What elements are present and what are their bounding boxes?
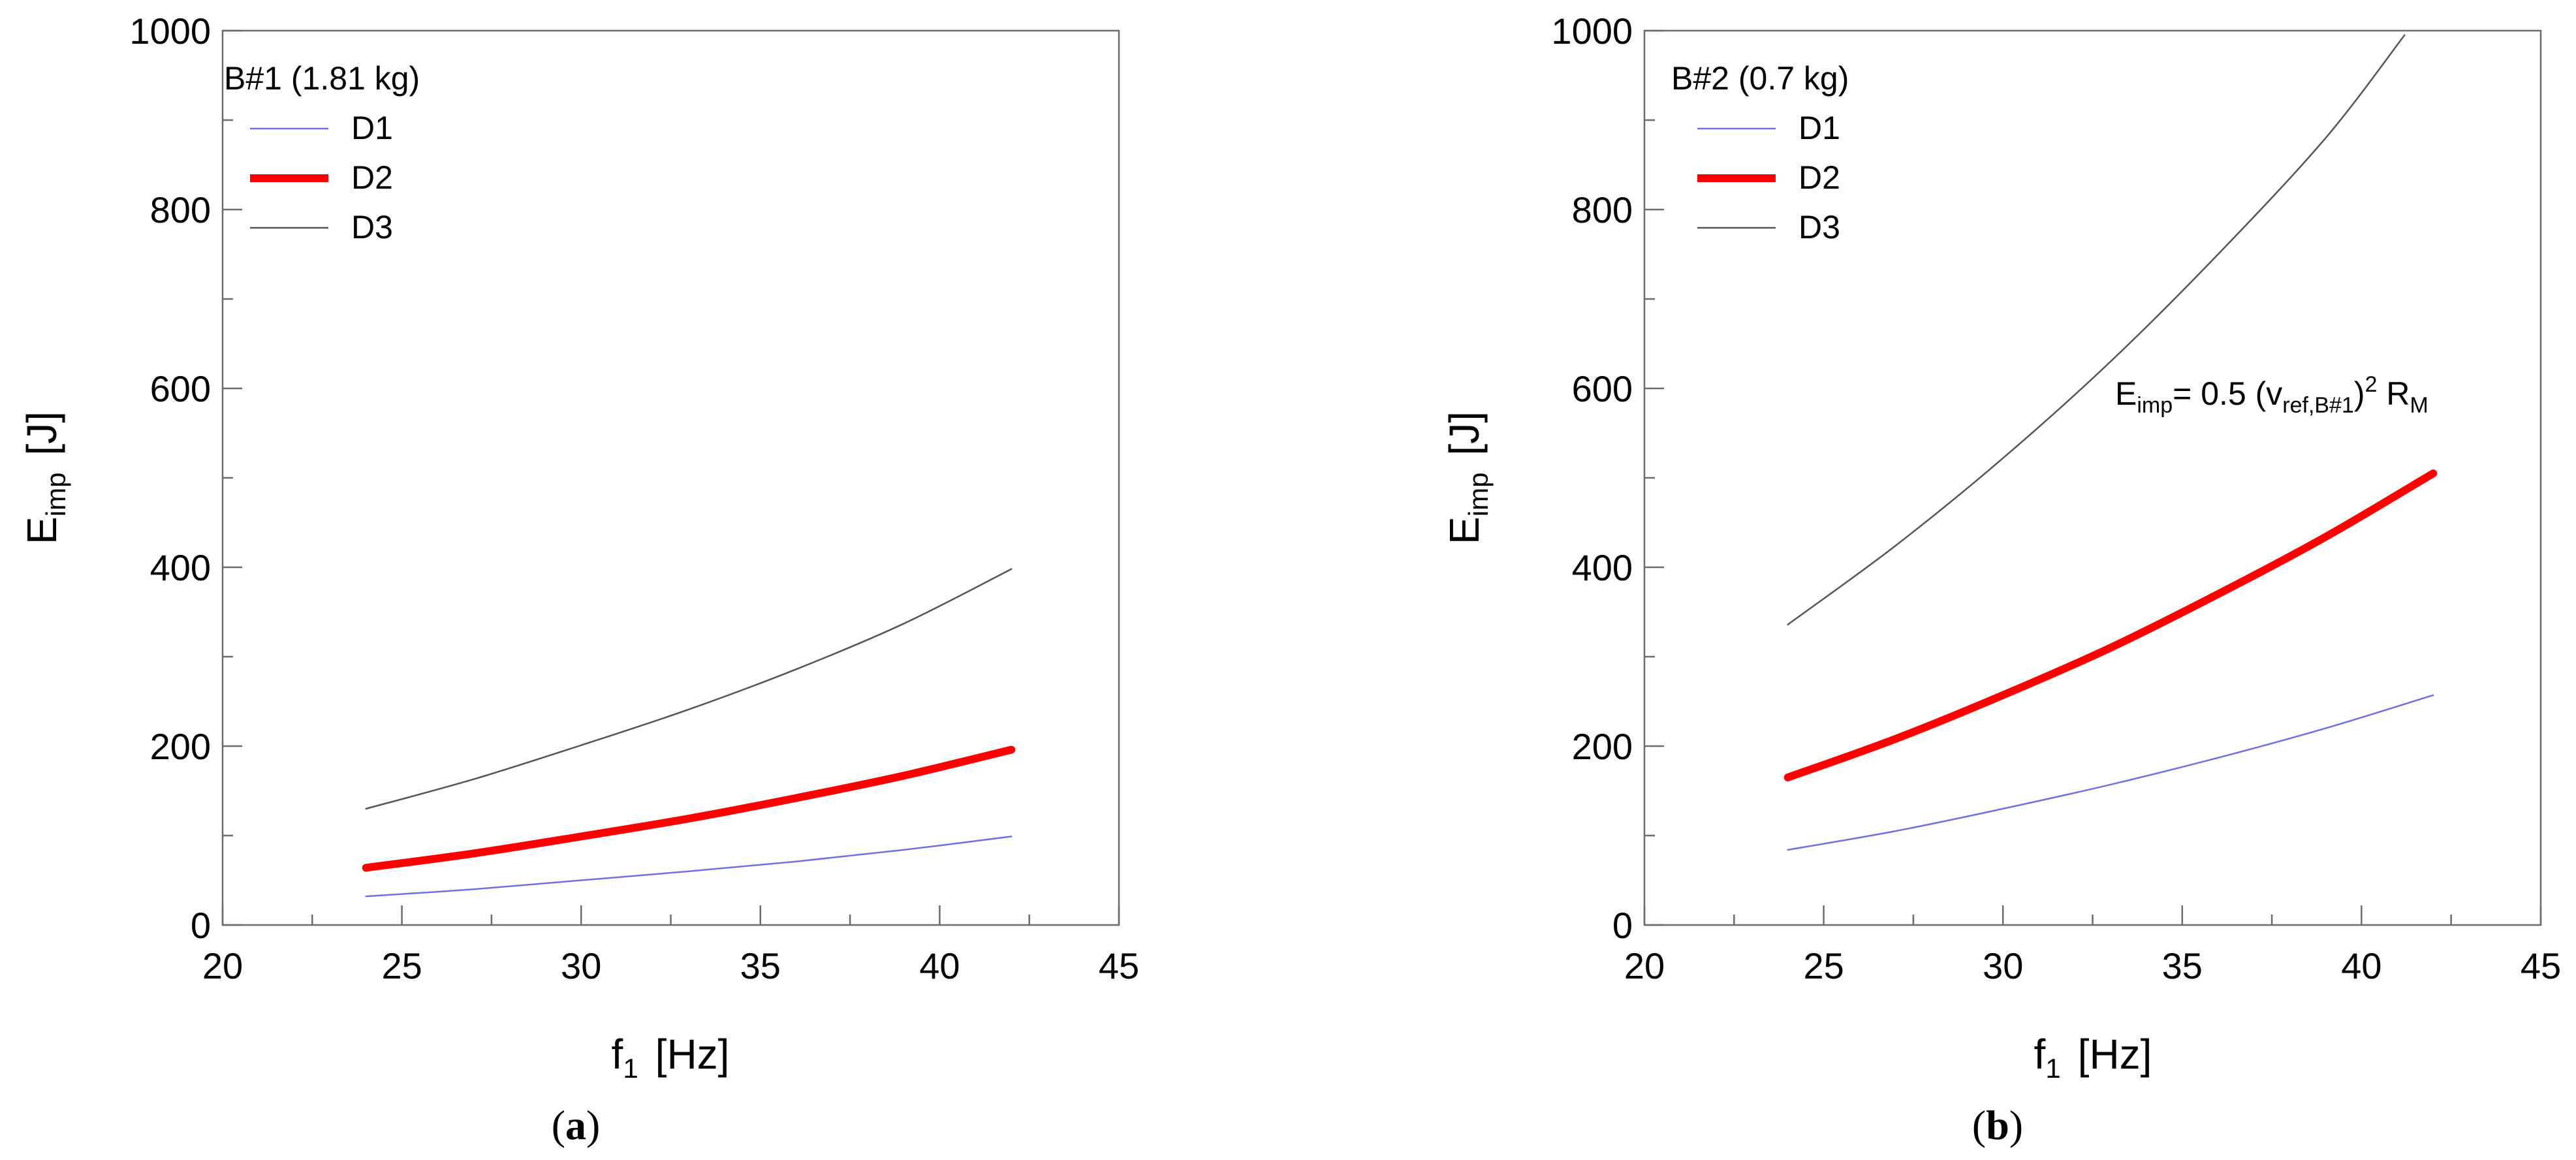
series-line-d1	[1787, 694, 2434, 851]
x-tick-label: 30	[561, 945, 601, 986]
series-line-d3	[1787, 34, 2406, 625]
ticks-a: 20 25 30 35 40 45 0 200 400 600 800 1000	[129, 10, 1139, 986]
y-tick-label: 0	[191, 905, 211, 946]
x-tick-label: 30	[1983, 945, 2023, 986]
panel-a: 20 25 30 35 40 45 0 200 400 600 800 1000 B#1 (1.81 …	[18, 10, 1139, 1148]
legend-b: B#2 (0.7 kg) D1 D2 D3	[1671, 60, 1849, 245]
y-tick-label: 400	[1572, 547, 1633, 588]
y-axis-label-a: Eimp[J]	[18, 411, 71, 544]
series-group-b	[1783, 34, 2438, 851]
y-tick-label: 400	[150, 547, 211, 588]
x-axis-label-a: f1 [Hz]	[612, 1031, 730, 1084]
y-tick-label: 800	[1572, 189, 1633, 230]
caption-a: (a)	[552, 1102, 601, 1148]
x-tick-label: 40	[2341, 945, 2381, 986]
series-line-d2	[1783, 469, 2438, 781]
series-line-d1	[365, 836, 1013, 898]
y-tick-label: 200	[150, 726, 211, 767]
x-tick-label: 35	[2162, 945, 2203, 986]
caption-b: (b)	[1972, 1102, 2023, 1148]
y-tick-label: 200	[1572, 726, 1633, 767]
legend-label-d3: D3	[351, 209, 393, 245]
legend-label-d2: D2	[351, 159, 393, 196]
legend-label-d1: D1	[1798, 110, 1840, 146]
y-tick-label: 1000	[1551, 10, 1633, 52]
legend-title-a: B#1 (1.81 kg)	[224, 60, 420, 97]
legend-a: B#1 (1.81 kg) D1 D2 D3	[224, 60, 420, 245]
y-tick-label: 600	[1572, 368, 1633, 409]
plot-frame-b	[1643, 29, 2542, 926]
legend-label-d1: D1	[351, 110, 393, 146]
x-tick-label: 35	[740, 945, 781, 986]
y-tick-label: 800	[150, 189, 211, 230]
x-tick-label: 20	[202, 945, 243, 986]
formula-annotation: Eimp= 0.5 (vref,B#1)2 RM	[2115, 372, 2428, 418]
legend-label-d3: D3	[1798, 209, 1840, 245]
x-tick-label: 45	[1099, 945, 1139, 986]
x-axis-label-b: f1 [Hz]	[2034, 1031, 2152, 1084]
y-tick-label: 1000	[129, 10, 211, 52]
y-tick-label: 600	[150, 368, 211, 409]
x-tick-label: 25	[1803, 945, 1844, 986]
x-tick-label: 40	[919, 945, 960, 986]
ticks-b: 20 25 30 35 40 45 0 200 400 600 800 1000	[1551, 10, 2561, 986]
series-group-a	[362, 568, 1016, 898]
series-line-d2	[362, 745, 1016, 872]
x-tick-label: 45	[2521, 945, 2561, 986]
panel-b: 20 25 30 35 40 45 0 200 400 600 800 1000 B#2 (0.7 k…	[1441, 10, 2561, 1148]
x-tick-label: 25	[381, 945, 422, 986]
y-axis-label-b: Eimp[J]	[1441, 411, 1494, 544]
x-tick-label: 20	[1624, 945, 1665, 986]
legend-title-b: B#2 (0.7 kg)	[1671, 60, 1849, 97]
legend-label-d2: D2	[1798, 159, 1840, 196]
series-line-d3	[365, 568, 1013, 810]
y-tick-label: 0	[1612, 905, 1633, 946]
